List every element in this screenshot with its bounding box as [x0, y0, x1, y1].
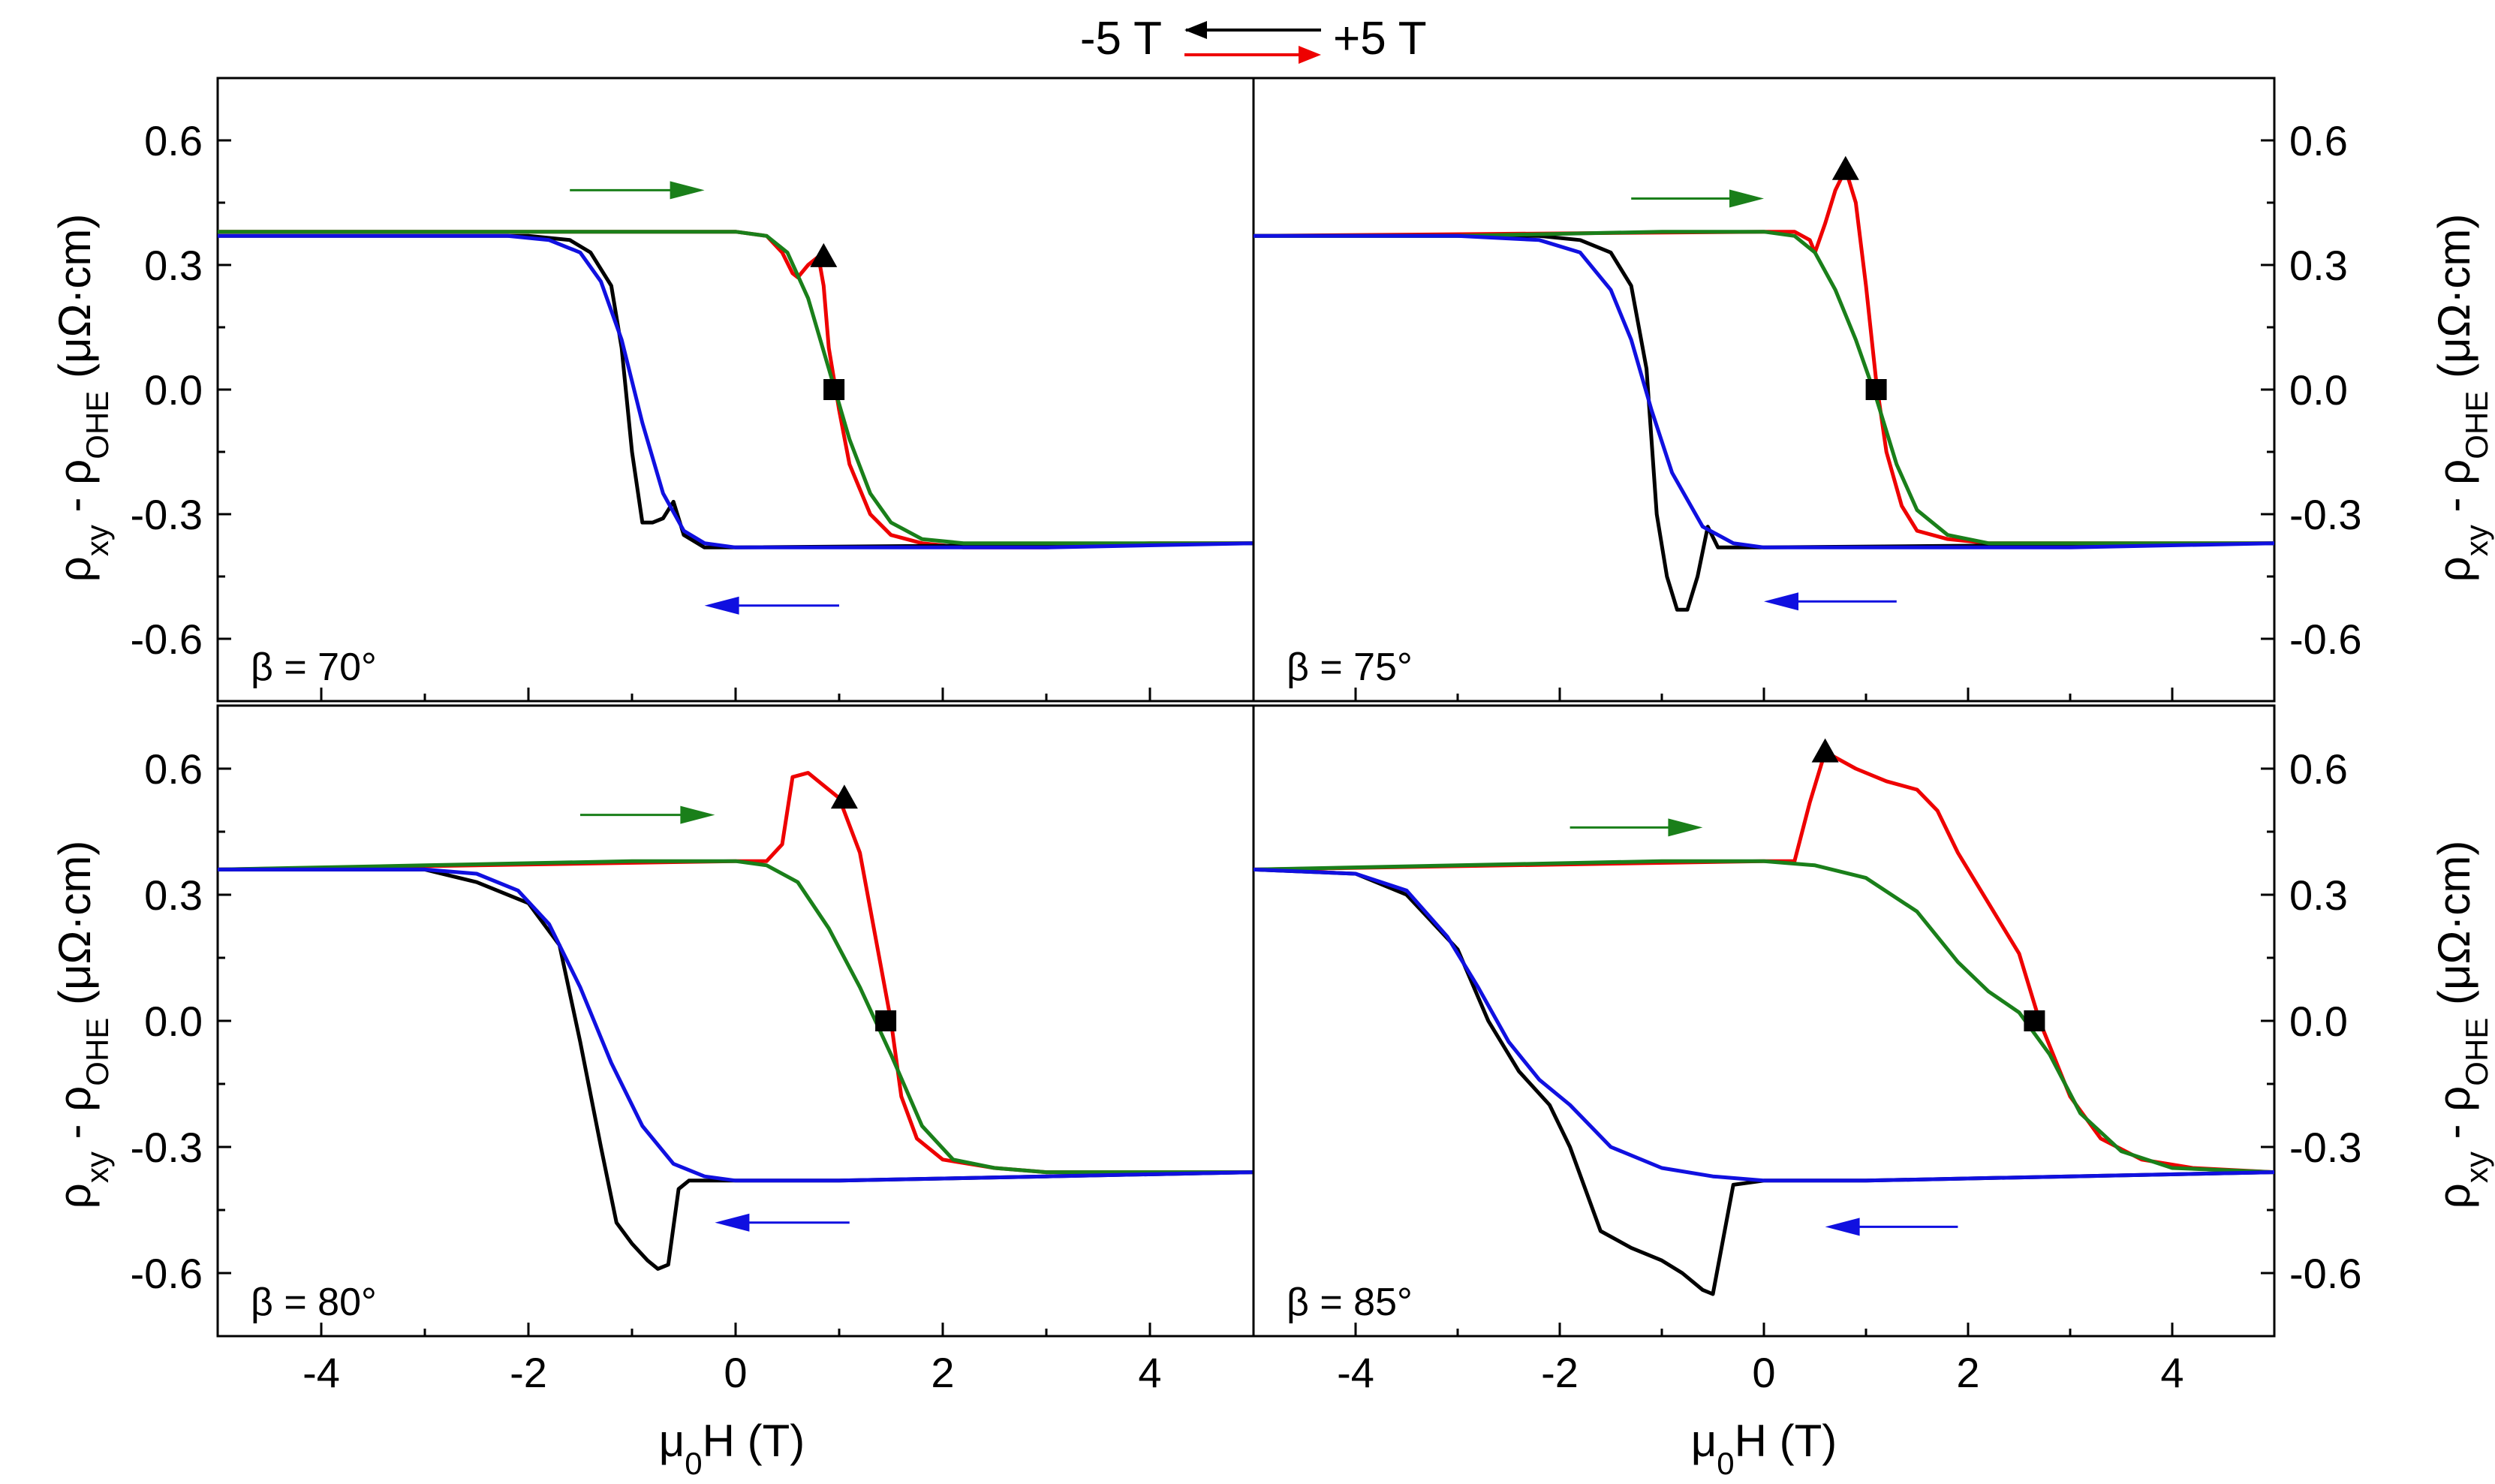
x-tick-label: 2 [931, 1349, 954, 1396]
series-group-top-left [218, 230, 1254, 549]
sweep-direction-arrowhead [1825, 1218, 1860, 1236]
y-tick-label: 0.6 [2289, 745, 2348, 793]
square-marker [875, 1010, 897, 1031]
series-down-sweep [1254, 867, 2274, 1296]
panel-frame-top-right [1252, 77, 2276, 703]
y-tick-label: -0.6 [131, 616, 203, 663]
series-fit-down [1254, 867, 2274, 1183]
y-tick-label: 0.0 [144, 998, 203, 1045]
y-tick-label: -0.3 [131, 1124, 203, 1171]
y-tick-label: -0.6 [131, 1250, 203, 1297]
y-axis-title-bottom-right: ρxy - ρOHE (μΩ·cm) [2429, 841, 2494, 1209]
series-fit-up [218, 859, 1254, 1175]
y-tick-label: -0.3 [2289, 1124, 2362, 1171]
panel-frame-bottom-right [1252, 704, 2276, 1338]
x-axis-title-left: μ0H (T) [659, 1416, 805, 1481]
y-tick-label: 0.6 [144, 745, 203, 793]
y-tick-label: 0.6 [2289, 117, 2348, 164]
series-down-sweep [1254, 233, 2274, 612]
panel-beta-70: -0.6 -0.3 0.0 0.3 0.6 β = 70° [131, 77, 1255, 703]
beta-label-bottom-right: β = 85° [1287, 1281, 1413, 1324]
legend-up-sweep-arrowhead [1299, 46, 1321, 64]
panel-beta-80: -0.6 -0.3 0.0 0.3 0.6 -4 -2 0 2 4 β = 80° [131, 704, 1255, 1396]
y-axis-title-top-right: ρxy - ρOHE (μΩ·cm) [2429, 214, 2494, 582]
series-group-bottom-left [218, 771, 1254, 1271]
series-fit-down [218, 867, 1254, 1183]
sweep-direction-arrowhead [1729, 189, 1764, 208]
square-marker [1865, 379, 1887, 400]
series-up-sweep [1254, 750, 2274, 1175]
y-axis-title-bottom-left: ρxy - ρOHE (μΩ·cm) [50, 841, 115, 1209]
legend-left-label: -5 T [1080, 13, 1162, 65]
y-tick-label: -0.6 [2289, 616, 2362, 663]
sweep-direction-arrowhead [670, 181, 705, 200]
legend-down-sweep-arrowhead [1184, 21, 1207, 39]
x-axis-titles: μ0H (T) μ0H (T) [659, 1416, 1837, 1481]
panel-frame-bottom-left [216, 704, 1255, 1338]
sweep-direction-arrowhead [1668, 818, 1703, 837]
y-axis-titles: ρxy - ρOHE (μΩ·cm) ρxy - ρOHE (μΩ·cm) ρx… [50, 214, 2494, 1209]
x-tick-label: 2 [1956, 1349, 1979, 1396]
y-tick-label: 0.3 [2289, 871, 2348, 919]
sweep-direction-arrowhead [715, 1213, 750, 1232]
series-up-sweep [218, 771, 1254, 1175]
series-fit-up [218, 230, 1254, 546]
y-tick-label: 0.0 [2289, 366, 2348, 414]
series-fit-down [218, 233, 1254, 549]
triangle-marker [830, 784, 858, 809]
sweep-direction-arrowhead [680, 805, 715, 824]
x-tick-label: 4 [2160, 1349, 2184, 1396]
y-tick-label: 0.0 [144, 366, 203, 414]
x-tick-label: -4 [302, 1349, 340, 1396]
x-axis-title-right: μ0H (T) [1691, 1416, 1837, 1481]
y-axis-title-top-left: ρxy - ρOHE (μΩ·cm) [50, 214, 115, 582]
x-tick-label: 0 [1752, 1349, 1775, 1396]
y-tick-label: 0.0 [2289, 998, 2348, 1045]
series-up-sweep [218, 230, 1254, 549]
sweep-direction-arrowhead [704, 596, 739, 615]
y-tick-label: -0.3 [2289, 491, 2362, 538]
series-group-top-right [1254, 167, 2274, 612]
y-tick-label: 0.6 [144, 117, 203, 164]
sweep-direction-arrowhead [1764, 592, 1798, 611]
square-marker [823, 379, 845, 400]
x-tick-label: 0 [724, 1349, 747, 1396]
y-tick-label: 0.3 [144, 871, 203, 919]
panel-beta-85: -0.6 -0.3 0.0 0.3 0.6 -4 -2 0 2 4 β = 85° [1252, 704, 2362, 1396]
x-tick-label: -2 [1541, 1349, 1579, 1396]
beta-label-top-left: β = 70° [251, 646, 377, 689]
triangle-marker [1811, 738, 1839, 763]
triangle-marker [1831, 155, 1859, 180]
y-tick-label: -0.3 [131, 491, 203, 538]
x-tick-label: 4 [1138, 1349, 1161, 1396]
beta-label-top-right: β = 75° [1287, 646, 1413, 689]
series-up-sweep [1254, 167, 2274, 546]
panel-beta-75: -0.6 -0.3 0.0 0.3 0.6 β = 75° [1252, 77, 2362, 703]
legend: -5 T +5 T [1080, 13, 1427, 65]
legend-right-label: +5 T [1333, 13, 1427, 65]
y-tick-label: 0.3 [144, 242, 203, 289]
x-tick-label: -4 [1337, 1349, 1374, 1396]
square-marker [2024, 1010, 2045, 1031]
series-down-sweep [218, 867, 1254, 1271]
series-fit-up [1254, 230, 2274, 546]
series-fit-up [1254, 859, 2274, 1175]
y-tick-label: 0.3 [2289, 242, 2348, 289]
x-tick-label: -2 [510, 1349, 547, 1396]
beta-label-bottom-left: β = 80° [251, 1281, 377, 1324]
series-fit-down [1254, 233, 2274, 549]
triangle-marker [810, 242, 838, 267]
series-group-bottom-right [1254, 750, 2274, 1296]
series-down-sweep [218, 233, 1254, 549]
y-tick-label: -0.6 [2289, 1250, 2362, 1297]
